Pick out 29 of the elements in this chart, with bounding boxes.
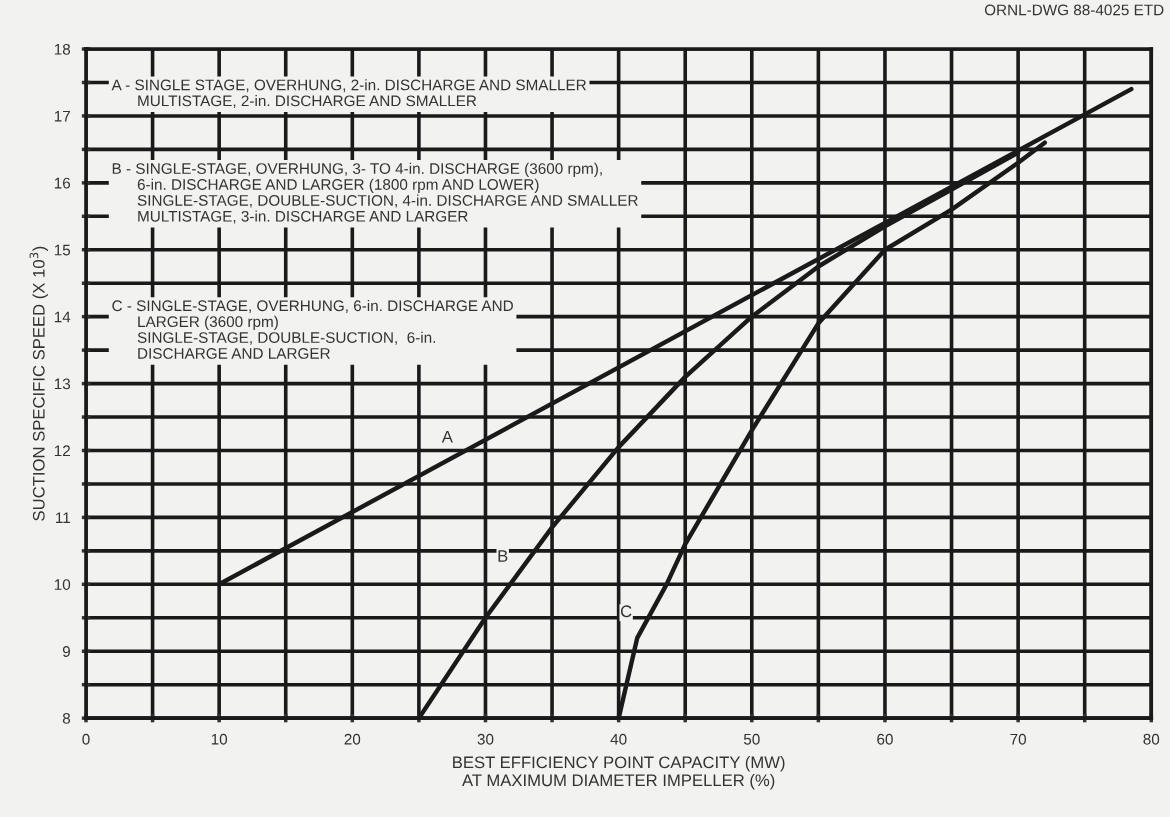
- y-tick-label: 9: [62, 646, 70, 657]
- y-axis-title: SUCTION SPECIFIC SPEED (X 10$^{3}$): [29, 246, 48, 521]
- annotation: C - SINGLE-STAGE, OVERHUNG, 6-in. DISCHARGE AND LARGER (3600 rpm) SINGLE-STAGE, DOUBLE-SUCTION, 6-in. DISCHARGE AND LARGER: [112, 299, 513, 359]
- series-label: A: [441, 430, 453, 443]
- y-tick-label: 13: [54, 378, 71, 390]
- y-tick-label: 8: [62, 713, 71, 724]
- y-tick-label: 15: [54, 244, 71, 256]
- x-tick-label: 60: [877, 733, 893, 745]
- series-label: C: [620, 605, 632, 618]
- x-tick-label: 10: [211, 733, 228, 745]
- y-tick-label: 10: [54, 579, 71, 590]
- y-tick-label: 16: [54, 177, 71, 189]
- y-tick-label: 18: [54, 43, 71, 55]
- y-tick-label: 14: [54, 311, 71, 323]
- y-tick-label: 11: [56, 512, 70, 523]
- x-tick-label: 40: [610, 733, 627, 745]
- x-axis-title: BEST EFFICIENCY POINT CAPACITY (MW) AT MAXIMUM DIAMETER IMPELLER (%): [453, 756, 785, 790]
- x-tick-label: 70: [1010, 733, 1027, 745]
- annotation: A - SINGLE STAGE, OVERHUNG, 2-in. DISCHARGE AND SMALLER MULTISTAGE, 2-in. DISCHARGE AND SMALLER: [111, 79, 587, 109]
- x-tick-label: 20: [344, 733, 361, 745]
- text: ORNL-DWG 88-4025 ETD: [984, 4, 1164, 16]
- x-tick-label: 80: [1143, 733, 1160, 745]
- x-tick-label: 50: [743, 733, 760, 745]
- x-tick-label: 30: [477, 733, 494, 745]
- annotation: B - SINGLE-STAGE, OVERHUNG, 3- TO 4-in. DISCHARGE (3600 rpm), 6-in. DISCHARGE AND LARGER (1800 rpm AND LOWER) SINGLE-STAGE, DOUBLE-SUCTION, 4-in. DISCHARGE AND SMALLER MULTISTAGE, 3-in. DISCHARGE AND LARGER: [112, 162, 638, 224]
- y-tick-label: 12: [54, 445, 70, 457]
- y-tick-label: 17: [54, 110, 70, 122]
- x-tick-label: 0: [82, 733, 90, 745]
- series-label: B: [498, 550, 508, 562]
